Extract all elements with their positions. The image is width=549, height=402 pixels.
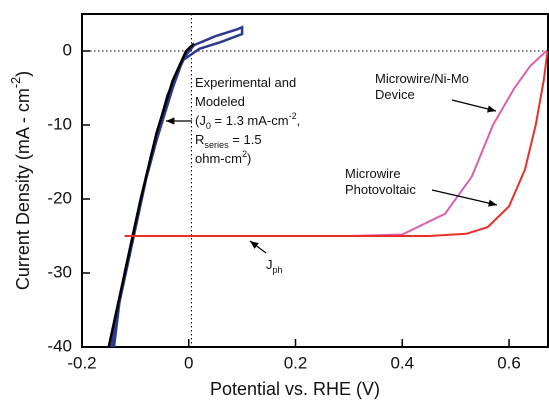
text-part: Experimental and (195, 75, 296, 90)
superscript: 2 (242, 149, 247, 159)
text-part: = 1.5 (229, 132, 262, 147)
series-line (107, 42, 195, 348)
y-tick-label: -40 (47, 336, 72, 355)
text-part: = 1.3 mA-cm (211, 113, 289, 128)
x-tick-label: 0.4 (390, 353, 414, 372)
text-part: Current Density (mA - cm (13, 88, 33, 290)
annotation: Microwire/Ni-Mo (375, 71, 469, 86)
superscript: -2 (289, 111, 297, 121)
subscript: series (204, 140, 229, 150)
y-axis-title: Current Density (mA - cm-2) (9, 71, 32, 290)
annotation: (J0 = 1.3 mA-cm-2, (195, 111, 300, 131)
annotation: Modeled (195, 94, 245, 109)
text-part: ) (13, 71, 33, 77)
superscript: -2 (9, 77, 23, 88)
text-part: ohm-cm (195, 151, 242, 166)
text-part: ) (247, 151, 251, 166)
annotation: Device (375, 87, 415, 102)
text-part: R (195, 132, 204, 147)
annotation: ohm-cm2) (195, 149, 251, 166)
subscript: ph (273, 265, 283, 275)
y-tick-label: -10 (47, 114, 72, 133)
x-tick-label: -0.2 (67, 353, 96, 372)
y-tick-label: -30 (47, 262, 72, 281)
text-part: Microwire (345, 166, 401, 181)
text-part: , (297, 113, 301, 128)
annotation: Microwire (345, 166, 401, 181)
text-part: Photovoltaic (345, 182, 416, 197)
arrow (451, 99, 497, 113)
text-part: Microwire/Ni-Mo (375, 71, 469, 86)
annotation: Experimental and (195, 75, 296, 90)
text-part: Modeled (195, 94, 245, 109)
arrow (249, 240, 267, 254)
subscript: 0 (206, 121, 211, 131)
text-part: (J (195, 113, 206, 128)
series-line (124, 50, 548, 237)
arrow (431, 189, 498, 207)
annotation: Jph (266, 257, 283, 275)
x-tick-label: 0 (184, 353, 193, 372)
y-tick-label: -20 (47, 188, 72, 207)
x-tick-label: 0.6 (497, 353, 521, 372)
x-axis-title: Potential vs. RHE (V) (210, 379, 380, 399)
y-tick-label: 0 (63, 40, 72, 59)
text-part: J (266, 257, 273, 272)
text-part: Device (375, 87, 415, 102)
x-tick-label: 0.2 (284, 353, 308, 372)
annotation: Photovoltaic (345, 182, 416, 197)
annotation: Rseries = 1.5 (195, 132, 262, 150)
series-line (124, 50, 549, 237)
plot-frame (81, 13, 549, 348)
